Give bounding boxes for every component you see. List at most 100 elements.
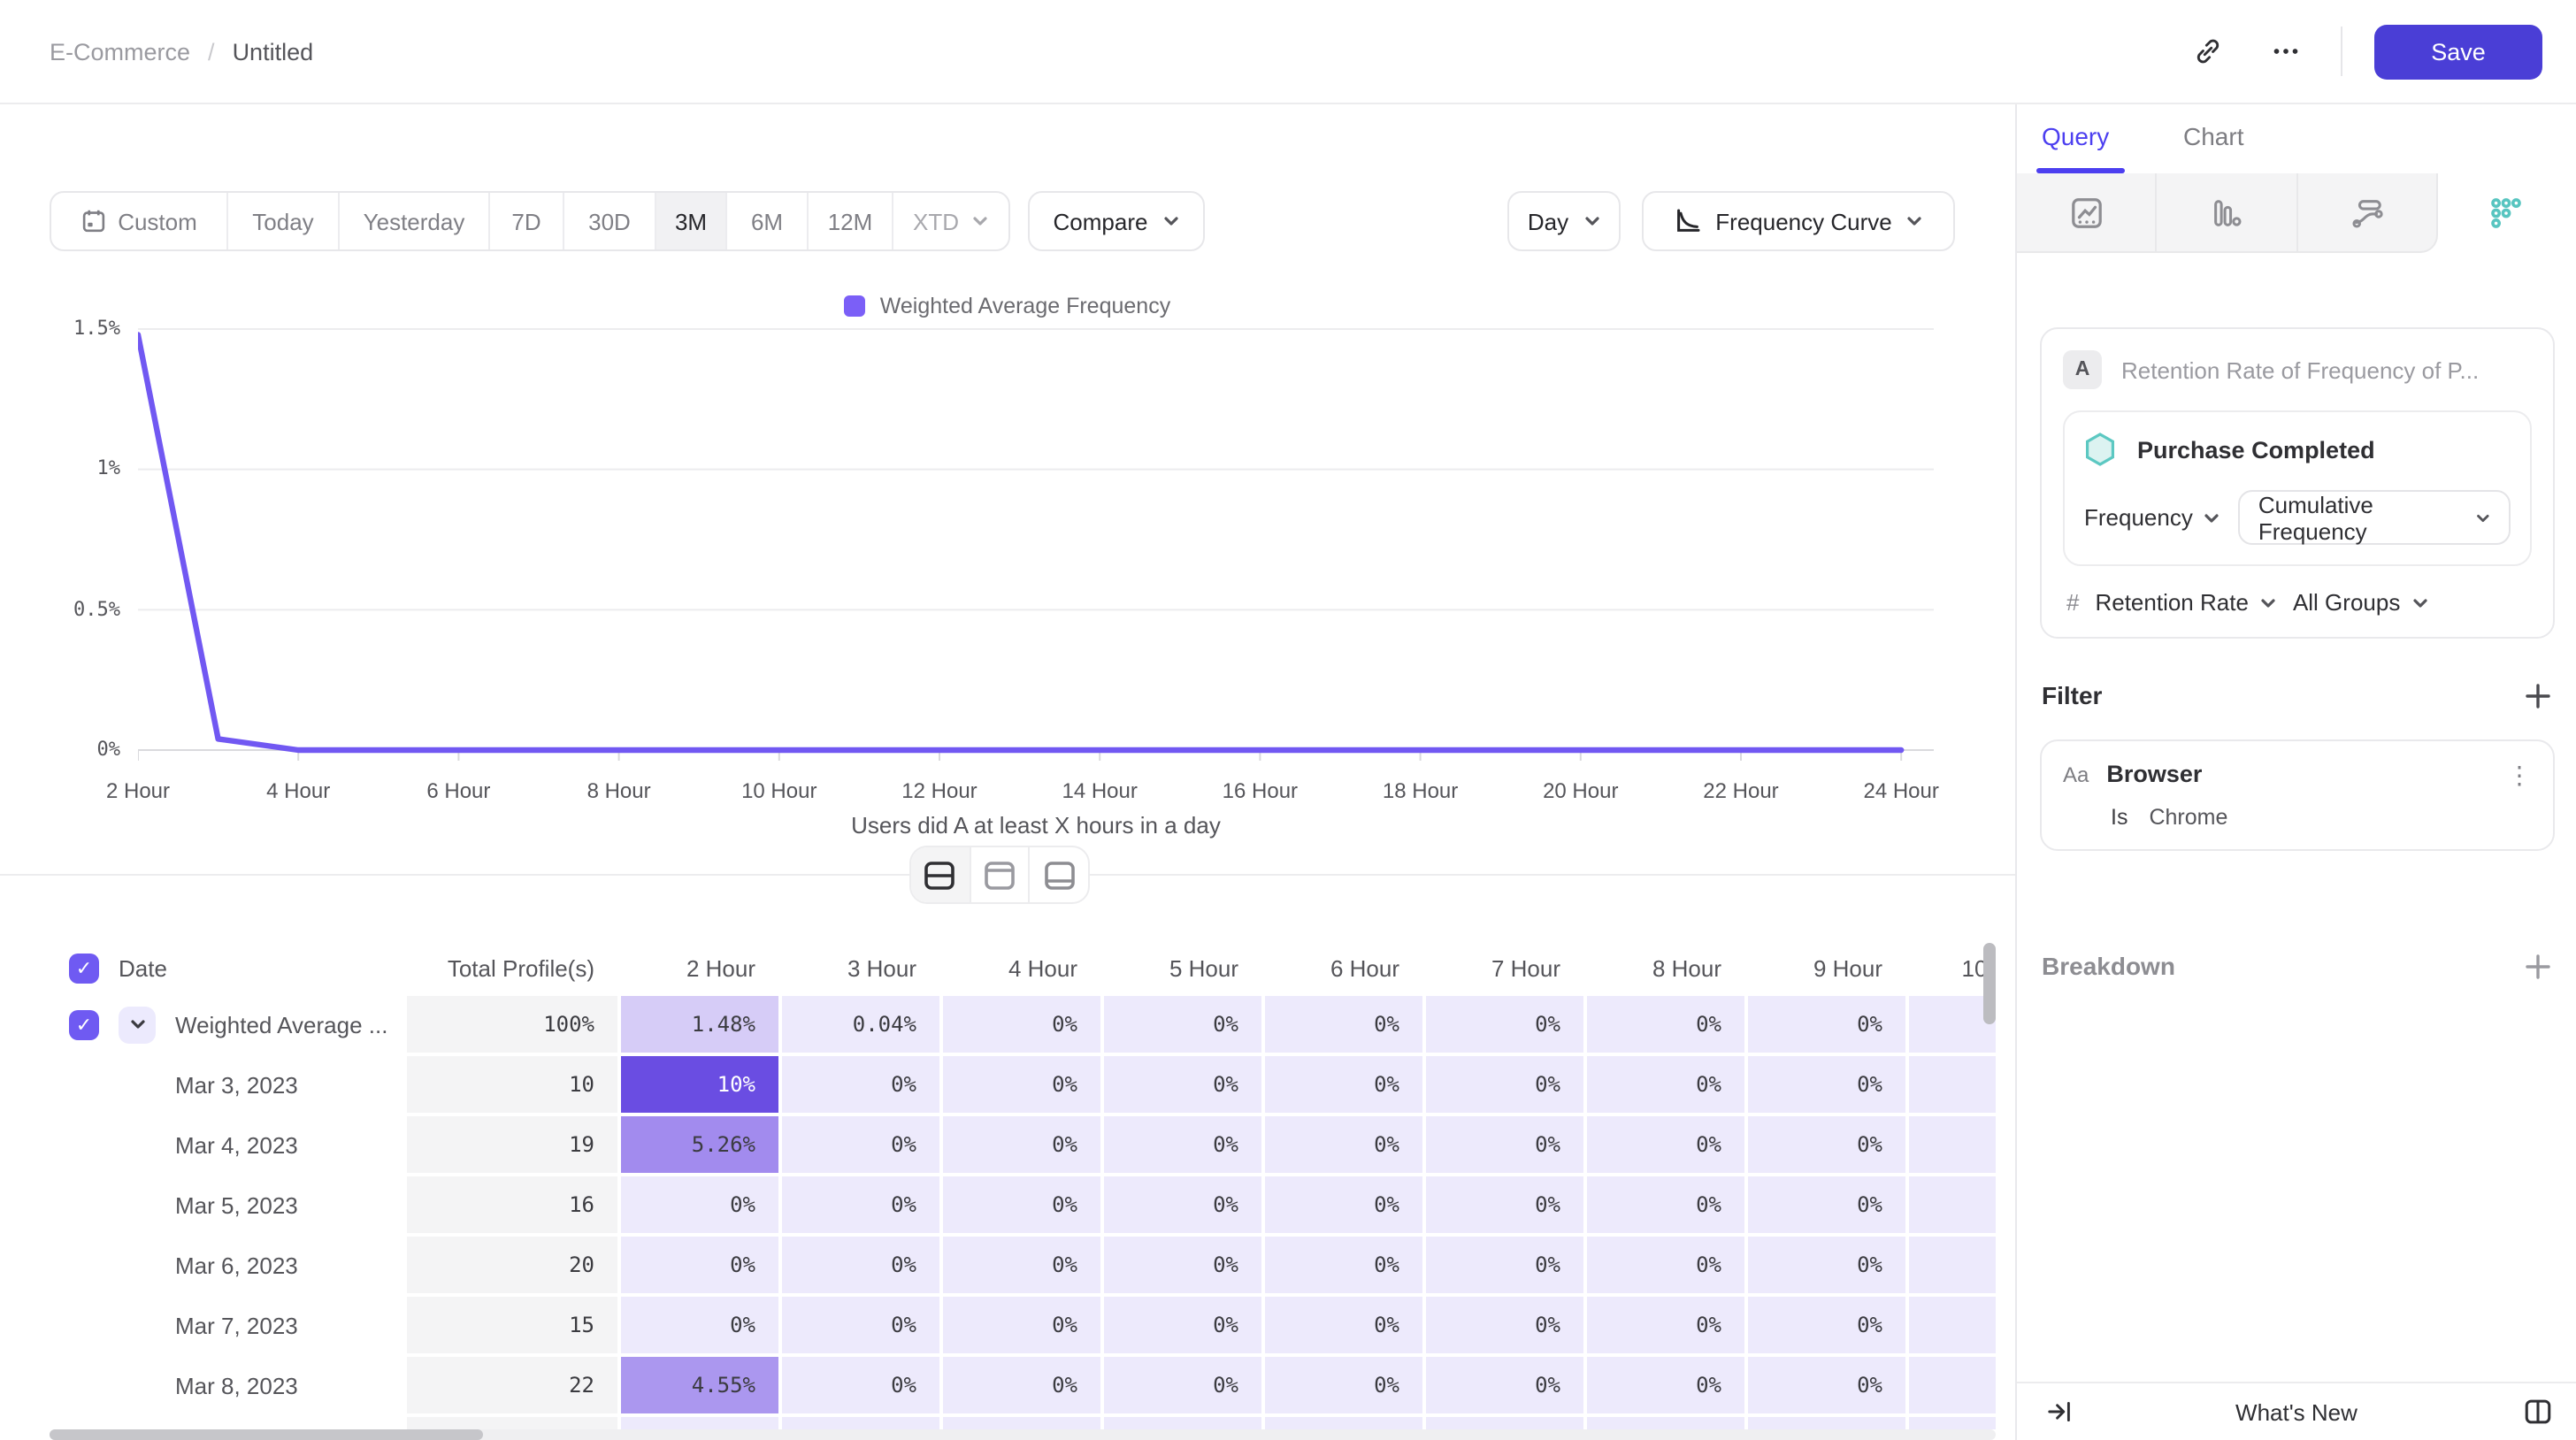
range-6m-button[interactable]: 6M [727,193,809,249]
panel-footer: What's New [2017,1382,2576,1440]
x-tick-label: 10 Hour [741,778,817,803]
report-title[interactable]: Untitled [232,38,314,65]
save-button[interactable]: Save [2374,24,2542,79]
row-checkbox[interactable]: ✓ [69,1009,99,1039]
retention-value-cell: 0% [1265,1237,1426,1293]
table-row[interactable]: Mar 7, 2023 15 0% 0% 0% 0% 0% 0% 0% 0% [50,1297,1996,1353]
groups-dropdown[interactable]: All Groups [2293,589,2428,616]
range-12m-button[interactable]: 12M [809,193,893,249]
chart-type-bar-tab[interactable] [2157,173,2297,253]
add-filter-button[interactable] [2525,682,2551,709]
granularity-button[interactable]: Day [1507,191,1621,251]
measure-dropdown[interactable]: Retention Rate [2095,589,2276,616]
header-hour[interactable]: 6 Hour [1265,939,1426,996]
breadcrumb-workspace[interactable]: E-Commerce [50,38,191,65]
breakdown-section-header: Breakdown [2042,952,2551,980]
date-cell: Mar 4, 2023 [50,1116,407,1173]
table-row[interactable]: Mar 6, 2023 20 0% 0% 0% 0% 0% 0% 0% 0% [50,1237,1996,1293]
header-hour[interactable]: 10 Hour [1909,939,1996,996]
header-hour[interactable]: 3 Hour [782,939,943,996]
copy-link-button[interactable] [2185,28,2231,74]
step-title[interactable]: Retention Rate of Frequency of P... [2121,356,2480,383]
horizontal-scrollbar-thumb[interactable] [50,1429,483,1440]
date-cell: Mar 8, 2023 [50,1357,407,1413]
header-hour[interactable]: 7 Hour [1426,939,1587,996]
range-label: 30D [588,208,631,234]
row-label: Weighted Average ... [175,1011,388,1038]
retention-value-cell [1748,1417,1909,1429]
chart-legend[interactable]: Weighted Average Frequency [0,294,2015,318]
range-30d-button[interactable]: 30D [564,193,656,249]
frequency-type-select[interactable]: Cumulative Frequency [2238,490,2511,545]
chart-type-frequency-tab[interactable] [2437,173,2576,253]
frequency-dropdown[interactable]: Frequency [2084,504,2221,531]
range-7d-button[interactable]: 7D [490,193,564,249]
retention-value-cell: 0% [1104,1116,1265,1173]
retention-value-cell: 0% [943,1297,1104,1353]
layout-table-only-button[interactable] [1031,847,1088,902]
add-breakdown-button[interactable] [2525,953,2551,979]
legend-swatch [844,295,866,317]
event-row[interactable]: Purchase Completed [2084,432,2511,467]
header-hour[interactable]: 9 Hour [1748,939,1909,996]
chart-type-flow-tab[interactable] [2297,173,2438,253]
tab-query[interactable]: Query [2042,122,2110,150]
retention-value-cell: 0% [943,996,1104,1053]
range-today-button[interactable]: Today [228,193,340,249]
chart-plot-area [134,328,1934,761]
table-row[interactable]: Mar 5, 2023 16 0% 0% 0% 0% 0% 0% 0% 0% [50,1176,1996,1233]
panel-tabs: Query Chart [2017,104,2576,173]
weighted-average-frequency-line[interactable] [134,332,1905,754]
range-xtd-button[interactable]: XTD [893,193,1008,249]
layout-chart-only-button[interactable] [970,847,1031,902]
x-tick-label: 24 Hour [1863,778,1939,803]
y-tick-label: 0.5% [73,597,120,621]
retention-value-cell: 0% [1748,1357,1909,1413]
expand-row-button[interactable] [119,1006,156,1043]
more-options-button[interactable] [2263,28,2309,74]
frequency-line-chart[interactable] [134,318,1934,771]
header-hour[interactable]: 4 Hour [943,939,1104,996]
retention-value-cell [1909,1237,1996,1293]
chart-type-button[interactable]: Frequency Curve [1642,191,1955,251]
top-bar-divider [2341,27,2342,76]
table-header: ✓ Date Total Profile(s) 2 Hour 3 Hour 4 Hour 5… [50,939,1996,996]
table-row[interactable]: Mar 4, 2023 19 5.26% 0% 0% 0% 0% 0% 0% 0% [50,1116,1996,1173]
retention-value-cell [1909,1176,1996,1233]
table-row[interactable]: ✓ Weighted Average ... 100% 1.48% 0.04% 0% 0% 0… [50,996,1996,1053]
table-horizontal-scrollbar[interactable] [50,1429,1996,1440]
range-custom-button[interactable]: Custom [51,193,228,249]
filter-card[interactable]: Aa Browser ⋮ Is Chrome [2040,739,2555,851]
filter-kebab-menu[interactable]: ⋮ [2507,760,2532,788]
filter-property[interactable]: Browser [2106,761,2203,787]
header-hour[interactable]: 8 Hour [1587,939,1748,996]
toggle-side-panel-button[interactable] [2516,1390,2558,1433]
total-profiles-cell: 16 [407,1176,621,1233]
x-tick-label: 6 Hour [426,778,491,803]
layout-split-view-button[interactable] [911,847,971,902]
header-hour[interactable]: 5 Hour [1104,939,1265,996]
retention-value-cell [782,1417,943,1429]
table-row[interactable]: Mar 3, 2023 10 10% 0% 0% 0% 0% 0% 0% 0% [50,1056,1996,1113]
filter-value[interactable]: Chrome [2149,805,2228,830]
chart-type-line-tab[interactable] [2017,173,2158,253]
header-date[interactable]: ✓ Date [50,939,407,996]
table-vertical-scrollbar[interactable] [1983,943,1996,1024]
range-3m-button[interactable]: 3M [656,193,727,249]
header-hour[interactable]: 2 Hour [621,939,782,996]
table-row[interactable] [50,1417,1996,1429]
table-row[interactable]: Mar 8, 2023 22 4.55% 0% 0% 0% 0% 0% 0% 0% [50,1357,1996,1413]
header-total[interactable]: Total Profile(s) [407,939,621,996]
whats-new-link[interactable]: What's New [2235,1398,2358,1425]
range-yesterday-button[interactable]: Yesterday [340,193,490,249]
collapse-panel-button[interactable] [2038,1390,2081,1433]
tab-chart[interactable]: Chart [2183,122,2244,150]
range-label: 12M [827,208,873,234]
total-profiles-cell: 20 [407,1237,621,1293]
filter-operator[interactable]: Is [2111,805,2128,830]
retention-value-cell: 0% [1265,1176,1426,1233]
compare-button[interactable]: Compare [1028,191,1205,251]
row-checkbox[interactable]: ✓ [69,953,99,983]
query-step-header: A Retention Rate of Frequency of P... [2063,350,2532,389]
